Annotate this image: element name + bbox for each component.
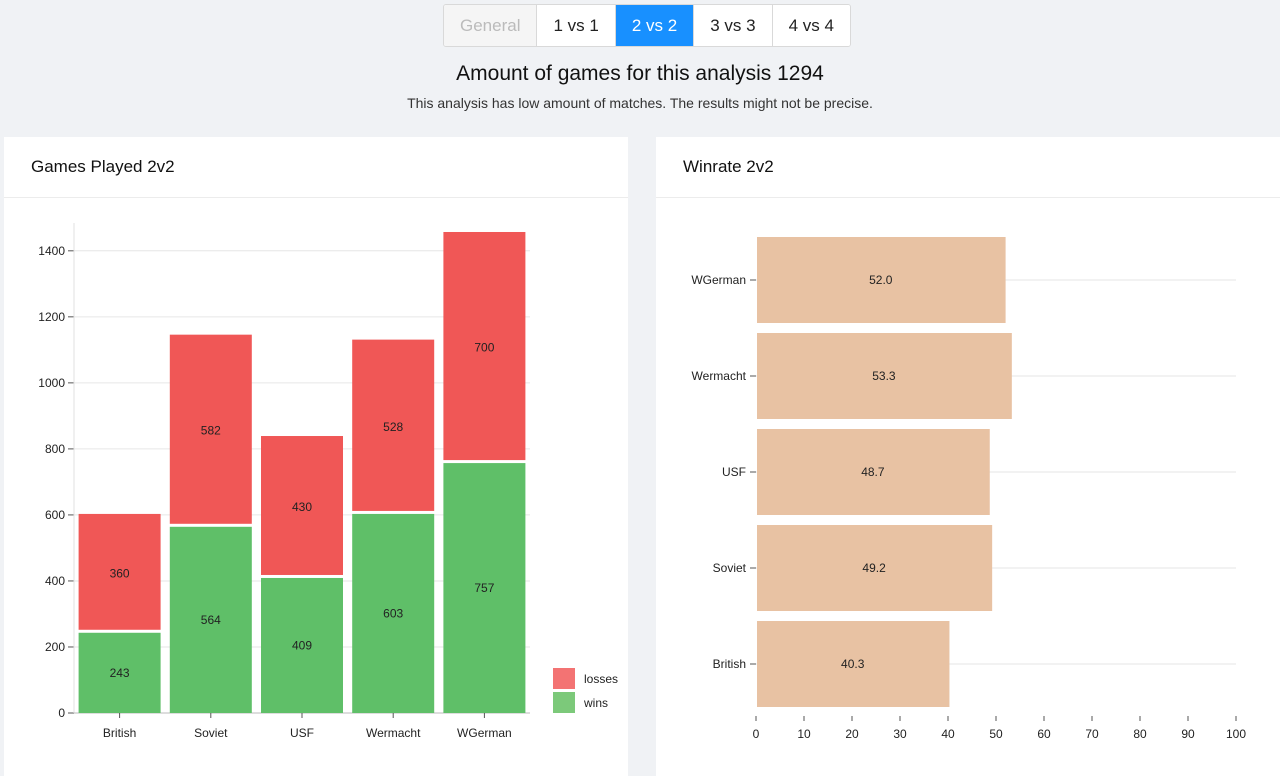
analysis-title: Amount of games for this analysis 1294 <box>456 62 824 85</box>
y-tick-label: Wermacht <box>692 369 747 383</box>
y-tick-label: 800 <box>45 442 65 456</box>
losses-value-label: 528 <box>383 420 403 434</box>
winrate-bar <box>757 333 1012 419</box>
legend-label-wins: wins <box>583 696 608 710</box>
wins-value-label: 564 <box>201 613 221 627</box>
x-tick-label: 80 <box>1133 727 1147 741</box>
winrate-value-label: 48.7 <box>861 465 885 479</box>
x-tick-label: 10 <box>797 727 811 741</box>
wins-value-label: 409 <box>292 638 312 652</box>
losses-bar <box>78 513 161 630</box>
x-tick-label: 30 <box>893 727 907 741</box>
x-tick-label: 70 <box>1085 727 1099 741</box>
wins-bar <box>261 577 343 713</box>
losses-value-label: 700 <box>474 341 494 355</box>
losses-bar <box>261 436 343 575</box>
x-tick-label: 60 <box>1037 727 1051 741</box>
y-tick-label: British <box>713 657 746 671</box>
x-tick-label: USF <box>290 726 314 740</box>
wins-value-label: 243 <box>110 666 130 680</box>
x-tick-label: 50 <box>989 727 1003 741</box>
winrate-bar <box>757 621 950 707</box>
low-matches-warning: This analysis has low amount of matches.… <box>407 95 873 111</box>
y-tick-label: WGerman <box>691 273 746 287</box>
winrate-value-label: 53.3 <box>872 369 896 383</box>
winrate-value-label: 49.2 <box>862 561 886 575</box>
y-tick-label: 200 <box>45 640 65 654</box>
winrate-title: Winrate 2v2 <box>656 137 1280 198</box>
y-tick-label: 1400 <box>38 244 65 258</box>
x-tick-label: WGerman <box>457 726 512 740</box>
y-tick-label: Soviet <box>713 561 747 575</box>
winrate-bar <box>757 429 990 515</box>
games-played-card: Games Played 2v2 0 200 400 600 800 1000 1200 14… <box>4 137 628 776</box>
winrate-bar <box>757 237 1006 323</box>
winrate-bar <box>757 525 993 611</box>
legend-swatch-wins <box>553 692 575 713</box>
wins-bar <box>78 632 161 713</box>
x-tick-label: 90 <box>1181 727 1195 741</box>
wins-bar <box>352 513 435 713</box>
losses-value-label: 430 <box>292 500 312 514</box>
tab-general[interactable]: General <box>444 5 538 46</box>
team-size-tabs: General 1 vs 1 2 vs 2 3 vs 3 4 vs 4 <box>443 4 851 47</box>
x-tick-label: British <box>103 726 136 740</box>
wins-value-label: 757 <box>474 581 494 595</box>
legend-label-losses: losses <box>584 672 618 686</box>
y-tick-label: USF <box>722 465 746 479</box>
games-played-title: Games Played 2v2 <box>4 137 628 198</box>
winrate-chart: 0 10 20 30 40 50 60 70 80 90 100 52.0 WGerman 53.3 Wer… <box>691 237 1246 741</box>
y-tick-label: 1000 <box>38 376 65 390</box>
y-tick-label: 600 <box>45 508 65 522</box>
tab-3v3[interactable]: 3 vs 3 <box>694 5 773 46</box>
games-played-chart: 0 200 400 600 800 1000 1200 1400 243 360 British 56… <box>38 223 618 740</box>
losses-value-label: 582 <box>201 424 221 438</box>
losses-value-label: 360 <box>110 566 130 580</box>
x-tick-label: 100 <box>1226 727 1246 741</box>
losses-bar <box>352 339 435 511</box>
y-tick-label: 1200 <box>38 310 65 324</box>
wins-bar <box>443 463 526 713</box>
wins-value-label: 603 <box>383 606 403 620</box>
x-tick-label: 40 <box>941 727 955 741</box>
tab-4v4[interactable]: 4 vs 4 <box>772 5 850 46</box>
tab-1v1[interactable]: 1 vs 1 <box>537 5 616 46</box>
x-tick-label: Wermacht <box>366 726 421 740</box>
x-tick-label: Soviet <box>194 726 228 740</box>
y-tick-label: 0 <box>58 706 65 720</box>
losses-bar <box>443 231 526 461</box>
losses-bar <box>169 334 252 524</box>
y-tick-label: 400 <box>45 574 65 588</box>
winrate-value-label: 40.3 <box>841 657 865 671</box>
x-tick-label: 20 <box>845 727 859 741</box>
winrate-card: Winrate 2v2 0 10 20 30 40 50 60 70 80 90 100 52.0 WG… <box>656 137 1280 776</box>
legend-swatch-losses <box>553 668 575 689</box>
winrate-value-label: 52.0 <box>869 273 893 287</box>
tab-2v2[interactable]: 2 vs 2 <box>615 5 695 46</box>
wins-bar <box>169 526 252 713</box>
x-tick-label: 0 <box>753 727 760 741</box>
